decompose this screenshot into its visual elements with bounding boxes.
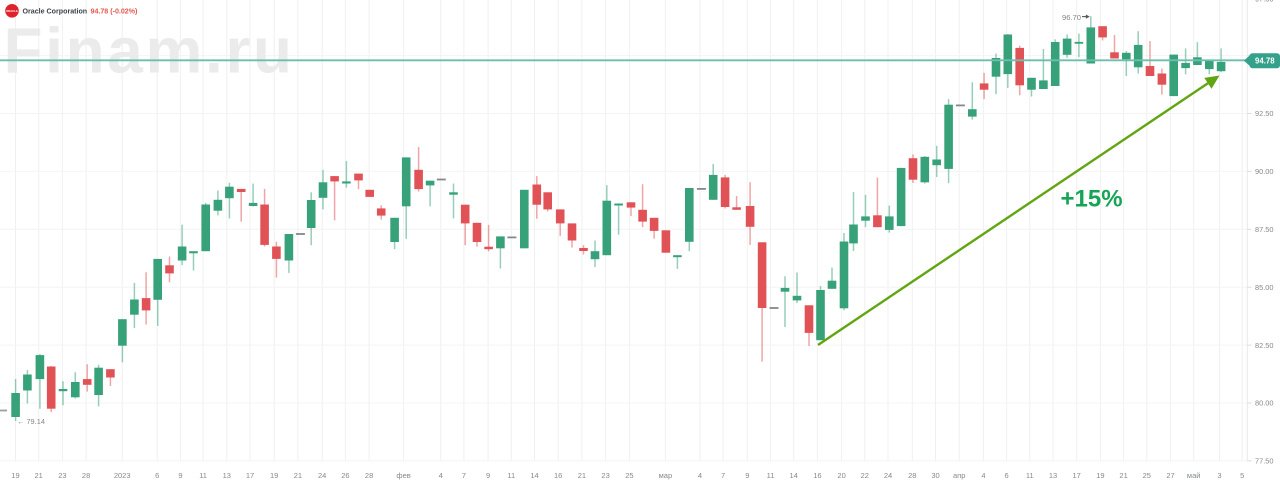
svg-text:16: 16	[554, 471, 562, 480]
svg-text:27: 27	[1166, 471, 1174, 480]
svg-text:6: 6	[155, 471, 159, 480]
svg-text:21: 21	[578, 471, 586, 480]
svg-text:фев: фев	[396, 471, 410, 480]
svg-text:11: 11	[767, 471, 775, 480]
svg-text:82.50: 82.50	[1255, 341, 1274, 350]
svg-text:28: 28	[82, 471, 90, 480]
svg-text:85.00: 85.00	[1255, 283, 1274, 292]
svg-text:77.50: 77.50	[1255, 457, 1274, 466]
svg-text:19: 19	[270, 471, 278, 480]
svg-text:4: 4	[981, 471, 985, 480]
svg-text:9: 9	[486, 471, 490, 480]
svg-text:16: 16	[813, 471, 821, 480]
svg-text:13: 13	[1049, 471, 1057, 480]
svg-text:25: 25	[1143, 471, 1151, 480]
svg-text:Oracle Corporation: Oracle Corporation	[23, 8, 88, 16]
svg-text:97.50: 97.50	[1255, 0, 1274, 4]
svg-text:9: 9	[178, 471, 182, 480]
svg-text:23: 23	[58, 471, 66, 480]
svg-text:25: 25	[625, 471, 633, 480]
svg-text:28: 28	[365, 471, 373, 480]
svg-text:23: 23	[601, 471, 609, 480]
svg-text:20: 20	[837, 471, 845, 480]
svg-text:28: 28	[908, 471, 916, 480]
svg-text:+15%: +15%	[1061, 186, 1123, 213]
svg-text:ORACLE: ORACLE	[6, 9, 18, 13]
svg-text:80.00: 80.00	[1255, 399, 1274, 408]
svg-text:3: 3	[1217, 471, 1221, 480]
svg-text:24: 24	[318, 471, 326, 480]
svg-text:94.78: 94.78	[1255, 56, 1275, 65]
svg-text:9: 9	[745, 471, 749, 480]
svg-text:6: 6	[1005, 471, 1009, 480]
svg-text:14: 14	[530, 471, 538, 480]
svg-text:← 79.14: ← 79.14	[17, 417, 45, 426]
svg-text:Finam.ru: Finam.ru	[4, 15, 295, 87]
svg-text:май: май	[1187, 471, 1201, 480]
svg-text:7: 7	[462, 471, 466, 480]
svg-text:11: 11	[199, 471, 207, 480]
svg-text:11: 11	[507, 471, 515, 480]
svg-text:94.78 (-0.02%): 94.78 (-0.02%)	[91, 8, 139, 16]
svg-text:26: 26	[341, 471, 349, 480]
svg-text:14: 14	[790, 471, 798, 480]
svg-text:11: 11	[1026, 471, 1034, 480]
svg-text:30: 30	[931, 471, 939, 480]
svg-text:92.50: 92.50	[1255, 109, 1274, 118]
svg-text:мар: мар	[659, 471, 673, 480]
svg-text:22: 22	[861, 471, 869, 480]
svg-text:96.70: 96.70	[1062, 13, 1081, 22]
svg-text:87.50: 87.50	[1255, 225, 1274, 234]
svg-text:21: 21	[1119, 471, 1127, 480]
svg-text:апр: апр	[953, 471, 965, 480]
svg-text:2023: 2023	[114, 471, 131, 480]
svg-text:24: 24	[884, 471, 892, 480]
svg-text:90.00: 90.00	[1255, 167, 1274, 176]
svg-text:19: 19	[1096, 471, 1104, 480]
svg-text:19: 19	[11, 471, 19, 480]
svg-text:5: 5	[1240, 471, 1244, 480]
svg-text:4: 4	[439, 471, 443, 480]
svg-text:21: 21	[294, 471, 302, 480]
svg-text:21: 21	[35, 471, 43, 480]
svg-text:13: 13	[223, 471, 231, 480]
svg-text:7: 7	[721, 471, 725, 480]
svg-text:17: 17	[246, 471, 254, 480]
svg-text:17: 17	[1073, 471, 1081, 480]
svg-text:4: 4	[698, 471, 702, 480]
